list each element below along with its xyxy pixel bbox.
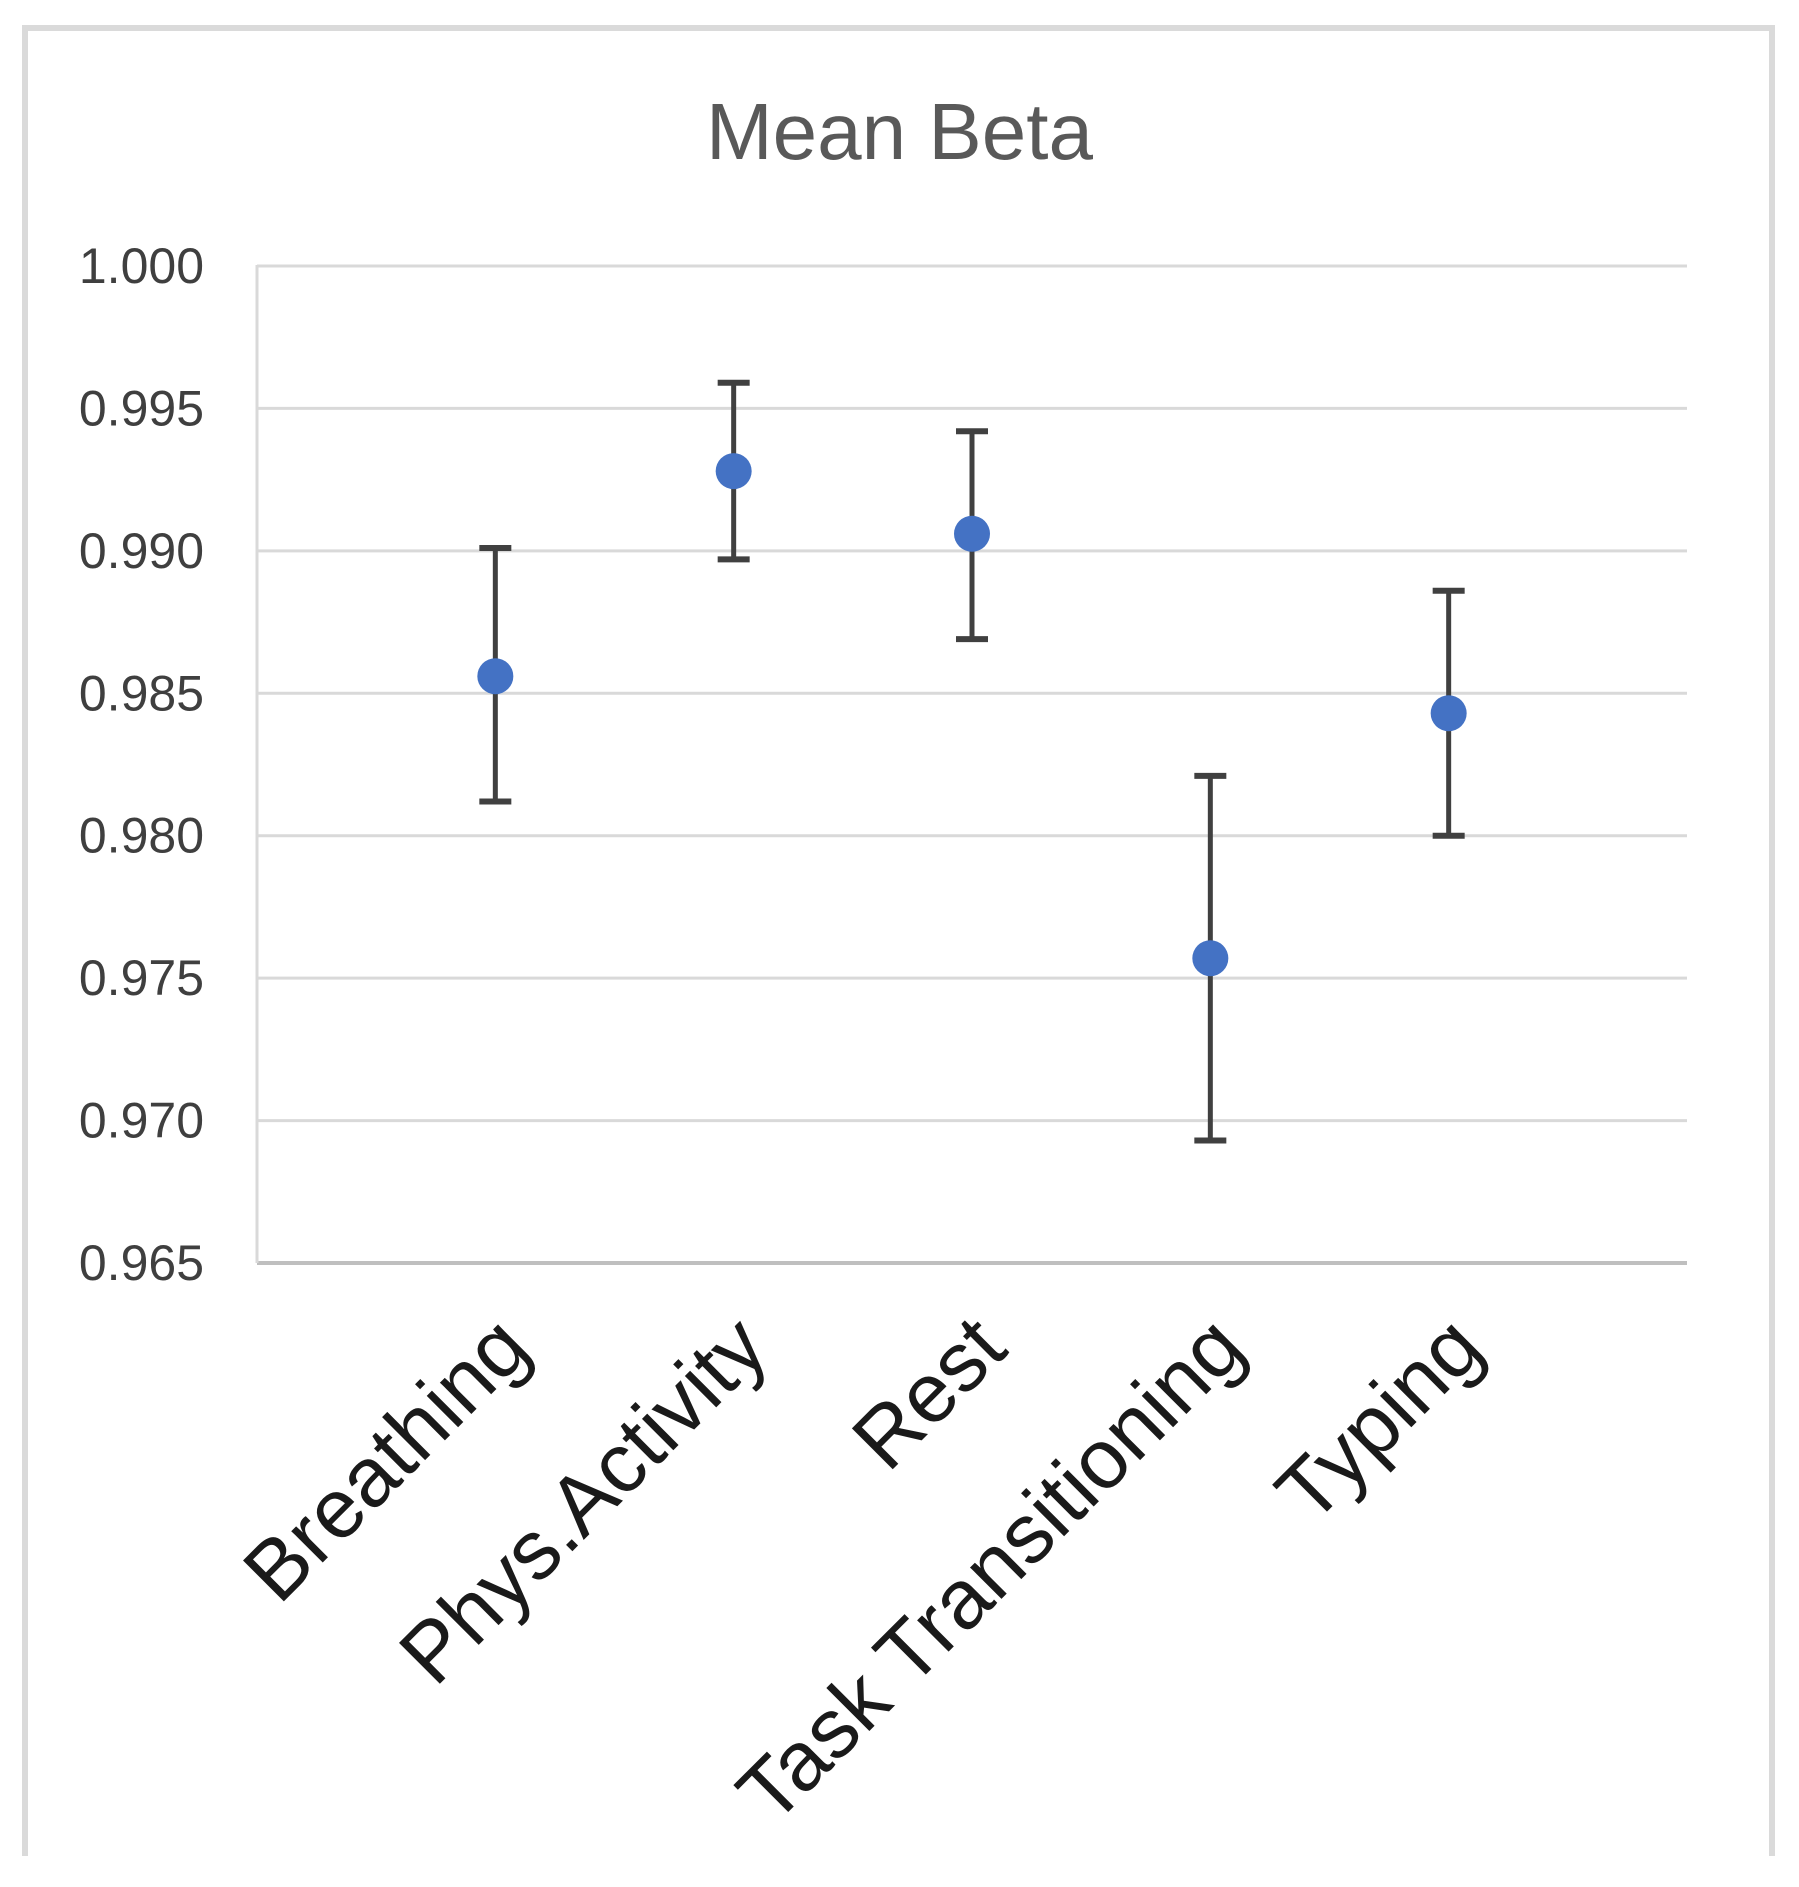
y-tick-label: 0.965 bbox=[79, 1235, 204, 1291]
y-tick-label: 0.995 bbox=[79, 380, 204, 436]
data-point bbox=[477, 658, 514, 695]
chart-title: Mean Beta bbox=[706, 87, 1093, 176]
data-point bbox=[1430, 695, 1467, 732]
y-tick-label: 0.990 bbox=[79, 523, 204, 579]
y-tick-label: 0.970 bbox=[79, 1093, 204, 1149]
chart-outer-frame bbox=[22, 25, 1775, 1856]
y-tick-label: 0.980 bbox=[79, 808, 204, 864]
y-tick-label: 1.000 bbox=[79, 238, 204, 294]
data-point bbox=[1192, 940, 1229, 977]
data-point bbox=[715, 453, 752, 490]
y-tick-label: 0.975 bbox=[79, 950, 204, 1006]
x-category-label: Typing bbox=[1258, 1298, 1499, 1539]
y-tick-label: 0.985 bbox=[79, 665, 204, 721]
x-category-label: Rest bbox=[834, 1298, 1023, 1487]
data-point bbox=[954, 515, 990, 552]
